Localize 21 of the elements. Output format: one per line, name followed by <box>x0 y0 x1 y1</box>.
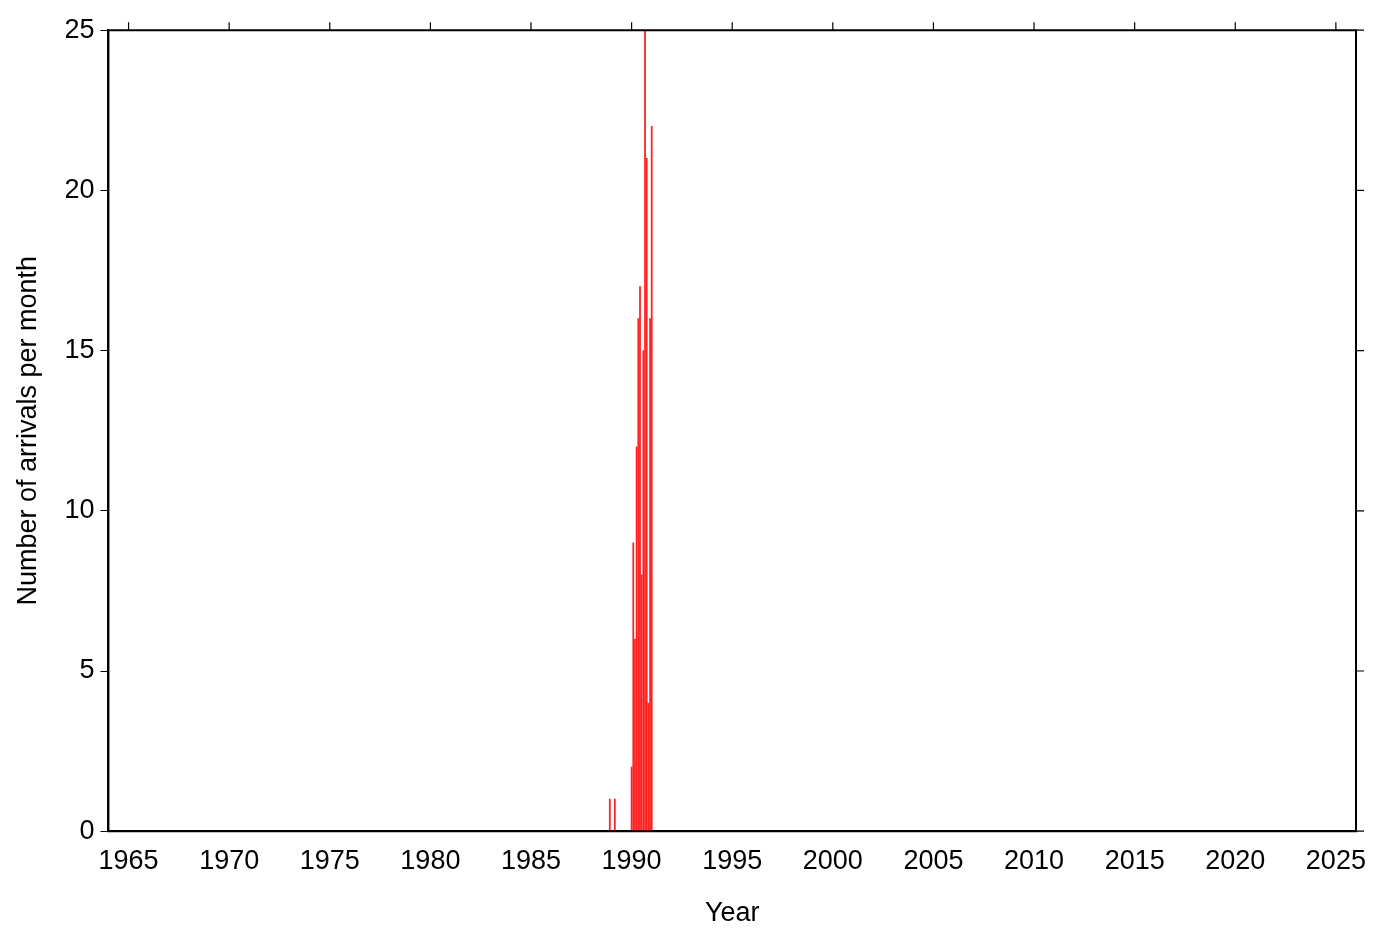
x-tick-label: 1985 <box>500 844 562 875</box>
x-tick-label: 1990 <box>601 844 662 875</box>
y-tick-label: 5 <box>79 654 95 685</box>
x-tick-label: 2005 <box>903 844 964 875</box>
x-tick-label: 2015 <box>1104 844 1165 875</box>
x-tick-label: 1995 <box>702 844 763 875</box>
x-tick-label: 2000 <box>802 844 863 875</box>
x-tick-label: 2020 <box>1205 844 1266 875</box>
y-tick-label: 10 <box>64 494 95 525</box>
x-tick-label: 2025 <box>1305 844 1366 875</box>
x-tick-label: 1975 <box>299 844 360 875</box>
y-tick-label: 20 <box>64 173 95 204</box>
y-tick-label: 25 <box>64 13 95 44</box>
y-axis-title: Number of arrivals per month <box>11 255 42 606</box>
x-axis-title: Year <box>704 897 760 928</box>
x-tick-label: 2010 <box>1004 844 1065 875</box>
x-tick-label: 1965 <box>98 844 159 875</box>
y-tick-label: 15 <box>64 334 95 365</box>
x-tick-label: 1980 <box>400 844 461 875</box>
x-tick-label: 1970 <box>199 844 260 875</box>
y-tick-label: 0 <box>79 814 95 845</box>
